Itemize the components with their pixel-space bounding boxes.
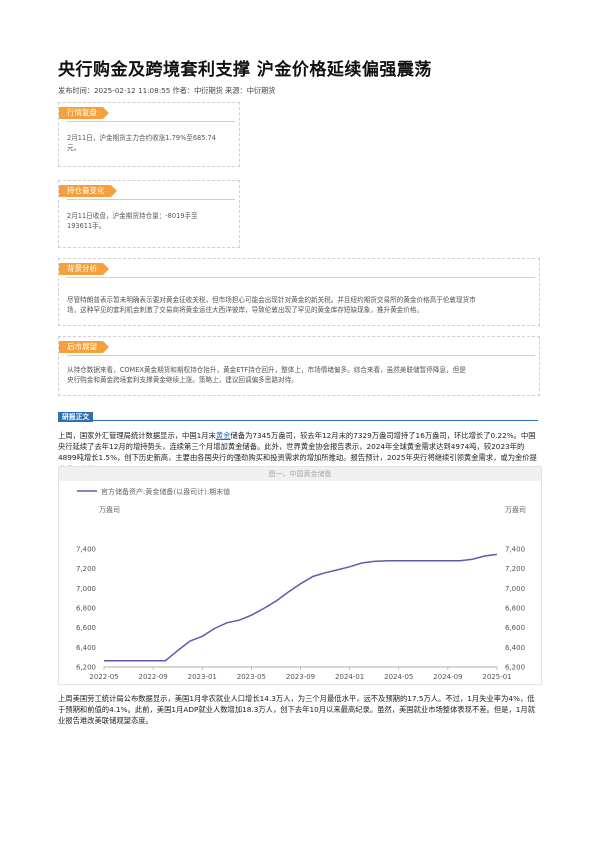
article-meta: 发布时间：2025-02-12 11:08:55 作者：中衍期货 来源：中衍期货 [58,86,276,95]
y-tick-label-right: 7,400 [505,546,525,554]
keyword-link[interactable]: 黄金 [215,431,231,440]
y-tick-label-left: 7,200 [76,565,96,573]
x-tick-label: 2023-01 [188,673,217,681]
card-text-line: 从持仓数据来看，COMEX黄金期货和期权持仓抬升，黄金ETF持仓回升，整体上，市… [67,366,466,374]
series-line-gold-reserves [104,553,498,662]
card-text-line: 2月11日，沪金期货主力合约收涨1.79%至685.74 [67,134,216,142]
right-unit-label: 万盎司 [505,505,526,514]
y-tick-label-left: 7,400 [76,546,96,554]
article-title: 央行购金及跨境套利支撑 沪金价格延续偏强震荡 [58,60,432,80]
y-tick-label-right: 7,200 [505,565,525,573]
card-text-line: 193611手。 [67,222,106,230]
y-tick-label-right: 6,800 [505,605,525,613]
x-tick-label: 2024-05 [384,673,413,681]
y-tick-label-left: 6,800 [76,605,96,613]
background-card: 背景分析 尽管特朗普表示暂未明确表示要对黄金征收关税，但市场担心可能会出现针对黄… [58,258,540,326]
card-tag: 行情复盘 [59,107,109,119]
card-text-line: 元。 [67,144,81,152]
y-tick-label-right: 6,600 [505,624,525,632]
y-tick-label-right: 7,000 [505,585,525,593]
x-tick-label: 2024-09 [433,673,462,681]
body-paragraph: 上周美国劳工统计局公布数据显示，美国1月非农就业人口增长14.3万人，为三个月最… [58,694,535,726]
card-text-line: 场，这种罕见的套利机会刺激了交易商将黄金运往大西洋彼岸，导致伦敦出现了罕见的黄金… [67,306,424,314]
card-tag: 背景分析 [59,263,109,275]
card-tag: 后市展望 [59,341,109,353]
section-divider [58,420,538,421]
y-tick-label-left: 6,600 [76,624,96,632]
y-tick-label-left: 7,000 [76,585,96,593]
chart-container: 图一、中国黄金储备 官方储备资产:黄金储备(以盎司计):期末值 万盎司 万盎司 7,4… [58,466,542,685]
y-tick-label-left: 6,400 [76,644,96,652]
y-tick-label-right: 6,400 [505,644,525,652]
chart-title: 图一、中国黄金储备 [268,470,332,478]
section-tag: 研报正文 [58,412,94,422]
y-tick-label-right: 6,200 [505,664,525,672]
x-tick-label: 2025-01 [482,673,511,681]
card-text-line: 尽管特朗普表示暂未明确表示要对黄金征收关税，但市场担心可能会出现针对黄金的新关税… [67,296,476,304]
market-review-card: 行情复盘 2月11日，沪金期货主力合约收涨1.79%至685.74 元。 [58,102,240,167]
x-tick-label: 2022-05 [89,673,118,681]
card-text-line: 2月11日收盘，沪金期货持仓量：-8019手至 [67,212,198,220]
x-tick-label: 2024-01 [335,673,364,681]
open-interest-card: 持仓量变化 2月11日收盘，沪金期货持仓量：-8019手至 193611手。 [58,180,240,248]
y-tick-label-left: 6,200 [76,664,96,672]
chart-title-bar [59,467,541,481]
left-unit-label: 万盎司 [99,505,120,514]
outlook-card: 后市展望 从持仓数据来看，COMEX黄金期货和期权持仓抬升，黄金ETF持仓回升，… [58,336,540,396]
x-tick-label: 2023-09 [286,673,315,681]
legend-label: 官方储备资产:黄金储备(以盎司计):期末值 [101,487,230,496]
card-text-line: 央行购金和黄金跨境套利支撑黄金继续上涨。策略上，建议回调偏多思路对待。 [67,376,298,384]
card-tag: 持仓量变化 [59,185,116,197]
x-tick-label: 2022-09 [139,673,168,681]
x-tick-label: 2023-05 [237,673,266,681]
